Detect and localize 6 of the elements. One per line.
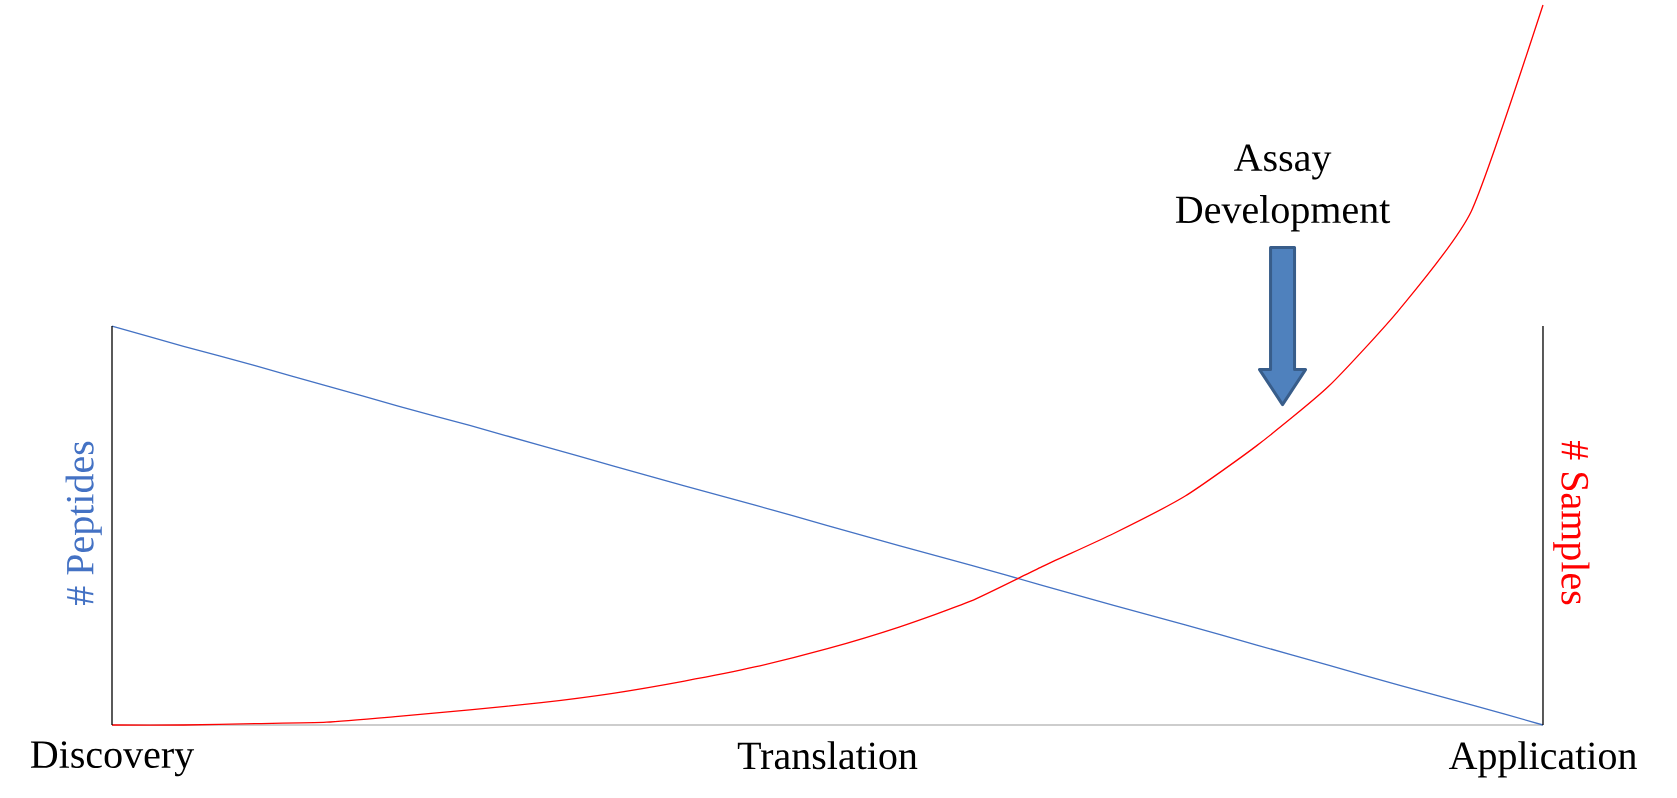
y-axis-title: # Peptides (65, 441, 102, 606)
x-tick-label: Application (1448, 741, 1637, 778)
y2-axis-title: # Samples (1553, 440, 1590, 605)
x-tick-label: Translation (737, 741, 918, 770)
x-tick-label: Discovery (30, 741, 195, 777)
annotation: Assay Development (1175, 144, 1391, 232)
